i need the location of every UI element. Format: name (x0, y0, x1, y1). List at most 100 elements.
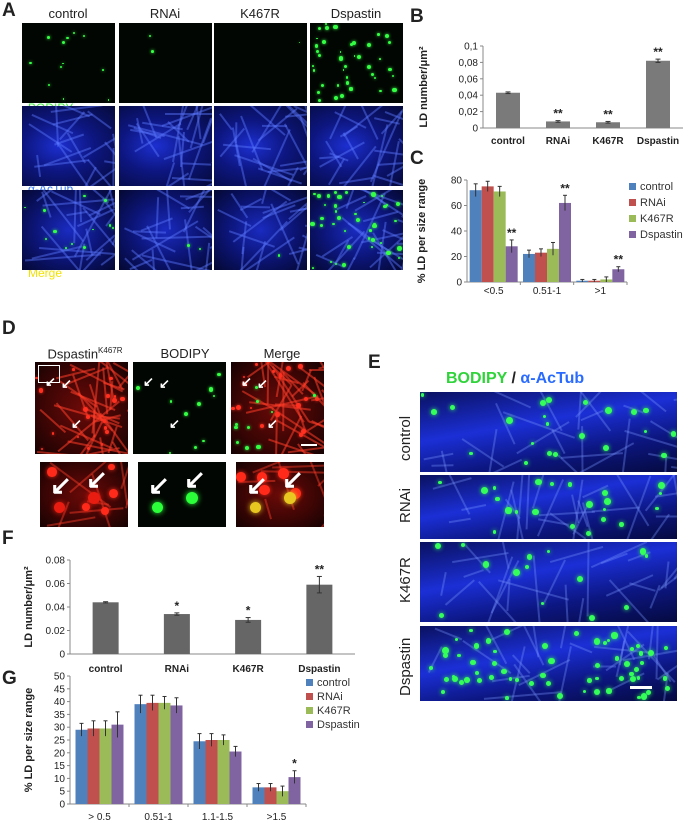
fiber-texture (235, 122, 238, 144)
d-header-bodipy: BODIPY (160, 346, 210, 361)
lipid-droplet (355, 217, 361, 223)
y-tick-label: 0 (59, 800, 65, 811)
d-header-merge: Merge (263, 346, 301, 361)
lipid-droplet (196, 402, 201, 407)
y-tick-label: 45 (54, 684, 66, 695)
lipid-droplet (271, 369, 275, 373)
lipid-droplet (322, 40, 326, 44)
bar-rnai (535, 252, 547, 282)
y-tick-label: 0 (472, 124, 478, 135)
lipid-droplet (384, 34, 390, 39)
lipid-droplet (640, 660, 644, 665)
lipid-droplet (338, 56, 344, 61)
lipid-droplet (316, 91, 320, 94)
fiber-texture (28, 123, 73, 153)
fiber-texture (47, 517, 96, 527)
scale-bar (82, 273, 106, 275)
lipid-droplet (356, 54, 362, 60)
bar (546, 121, 570, 128)
bar-rnai (264, 787, 277, 804)
lipid-droplet (314, 396, 320, 402)
image-a-r1-c4 (310, 23, 403, 103)
lipid-droplet (298, 41, 301, 44)
fiber-texture (674, 542, 677, 580)
fiber-texture (483, 392, 531, 408)
fiber-texture (396, 242, 403, 246)
bar (596, 122, 620, 128)
fiber-texture (671, 475, 677, 504)
lipid-droplet (72, 368, 75, 371)
lipid-droplet (553, 451, 559, 457)
lipid-droplet (249, 406, 253, 410)
lipid-droplet (606, 688, 612, 694)
lipid-droplet (386, 204, 388, 206)
image-d-zoom-c3: ↙ ↙ (236, 462, 324, 527)
lipid-droplet (311, 266, 314, 269)
lipid-droplet (354, 212, 357, 216)
y-tick-label: 40 (54, 697, 66, 708)
lipid-droplet (92, 228, 94, 231)
significance-mark: ** (315, 562, 325, 576)
bar-dspastin (111, 724, 124, 804)
lipid-droplet (100, 506, 110, 516)
x-tick-label: control (89, 664, 123, 675)
lipid-droplet (379, 58, 381, 60)
lipid-droplet (318, 26, 322, 30)
lipid-droplet (150, 50, 154, 53)
x-tick-label: control (491, 136, 525, 147)
image-a-r2-c1 (22, 106, 115, 186)
lipid-droplet (235, 404, 241, 410)
image-a-r3-c3 (214, 190, 307, 270)
droplet-zoom (186, 492, 198, 504)
arrow-icon: ↙ (143, 374, 154, 389)
fiber-texture (39, 409, 66, 433)
lipid-droplet (323, 203, 326, 207)
fiber-texture (261, 190, 270, 204)
lipid-droplet (320, 224, 323, 227)
lipid-droplet (454, 637, 458, 641)
lipid-droplet (349, 43, 353, 47)
lipid-droplet (326, 194, 330, 198)
y-tick-label: 0.02 (46, 626, 66, 637)
lipid-droplet (340, 93, 345, 98)
lipid-droplet (473, 643, 480, 650)
lipid-droplet (452, 675, 459, 682)
fiber-texture (126, 409, 128, 416)
fiber-texture (671, 465, 677, 472)
bar-dspastin (288, 777, 301, 804)
bar-dspastin (612, 269, 625, 282)
y-tick-label: 0 (59, 650, 65, 661)
lipid-droplet (109, 224, 112, 227)
image-a-r1-c1 (22, 23, 115, 103)
x-tick-label: <0.5 (484, 286, 504, 296)
lipid-droplet (109, 376, 113, 381)
lipid-droplet (539, 400, 546, 407)
fiber-texture (339, 177, 374, 185)
fiber-texture (265, 498, 273, 519)
y-tick-label: 15 (54, 761, 66, 772)
y-tick-label: 80 (451, 176, 463, 187)
image-a-r1-c3 (214, 23, 307, 103)
significance-mark: ** (614, 253, 624, 267)
lipid-droplet (106, 394, 110, 398)
lipid-droplet (313, 394, 316, 397)
lipid-droplet (104, 199, 108, 203)
legend-entry: Dspastin (317, 719, 360, 731)
image-a-r3-c4 (310, 190, 403, 270)
lipid-droplet (367, 236, 371, 240)
lipid-droplet (344, 190, 348, 194)
lipid-droplet (83, 245, 87, 249)
lipid-droplet (217, 372, 221, 377)
lipid-droplet (493, 649, 498, 654)
lipid-droplet (343, 64, 347, 68)
arrow-icon: ↙ (246, 470, 268, 500)
fiber-texture (476, 626, 508, 664)
y-tick-label: 0 (456, 278, 462, 289)
fiber-texture (198, 181, 212, 186)
fiber-texture (136, 122, 160, 157)
lipid-droplet (526, 554, 532, 560)
lipid-droplet (312, 69, 316, 73)
lipid-droplet (482, 561, 490, 568)
fiber-texture (315, 362, 324, 381)
y-axis-label: % LD per size range (416, 179, 428, 284)
